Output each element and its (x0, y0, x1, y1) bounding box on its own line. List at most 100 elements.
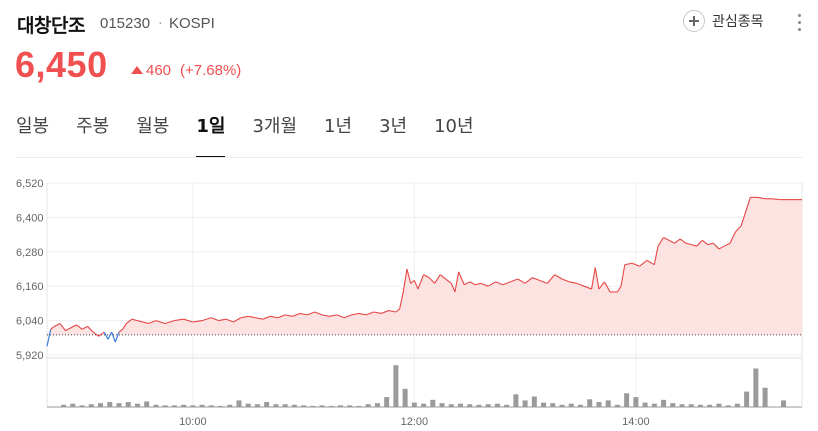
price-line-segment (98, 331, 105, 337)
tab-weekly[interactable]: 주봉 (76, 116, 110, 137)
price-line-segment (445, 278, 452, 284)
volume-bar (365, 404, 371, 407)
volume-bar (171, 405, 177, 407)
price-line-segment (402, 268, 408, 293)
price-line-segment (380, 310, 389, 314)
triangle-up-icon (131, 66, 143, 74)
tab-1-day[interactable]: 1일 (196, 112, 226, 158)
volume-bar (236, 400, 242, 407)
volume-bar (541, 402, 547, 407)
price-line-segment (487, 281, 496, 287)
price-line-segment (454, 271, 460, 293)
tab-10-years[interactable]: 10년 (434, 116, 474, 137)
volume-bar (504, 404, 510, 407)
price-line-segment (299, 312, 308, 316)
volume-bar (181, 404, 187, 407)
volume-bar (421, 403, 427, 407)
x-tick-label: 10:00 (179, 416, 207, 428)
volume-bar (310, 405, 316, 407)
price-line-segment (225, 318, 234, 323)
price-line-segment (423, 274, 430, 279)
tab-daily[interactable]: 일봉 (16, 116, 50, 137)
volume-bar (374, 403, 380, 407)
price-line-segment (657, 237, 665, 247)
intraday-chart[interactable]: 6,520 6,400 6,280 6,160 6,040 5,920 10:00 12:00… (0, 165, 818, 431)
price-line-segment (639, 259, 648, 267)
price-line-segment (668, 239, 675, 244)
tab-3-years[interactable]: 3년 (379, 116, 408, 137)
volume-bar (587, 399, 593, 407)
price-line-segment (277, 314, 286, 319)
price-line-segment (417, 274, 425, 290)
price-line-segment (469, 281, 476, 286)
price-line-segment (314, 311, 323, 316)
price-line-segment (539, 279, 548, 284)
plus-icon (683, 10, 705, 32)
price-line-segment (336, 314, 345, 319)
price-line-segment (532, 277, 541, 281)
volume-bar (125, 402, 131, 407)
volume-bar (430, 399, 436, 407)
price-line-segment (663, 236, 670, 241)
price-line-segment (192, 320, 203, 323)
volume-bar (227, 404, 233, 407)
price-line-segment (233, 317, 242, 323)
price-line-segment (517, 278, 526, 284)
volume-bar (116, 403, 122, 407)
volume-bar (199, 404, 205, 407)
volume-bar (402, 388, 408, 407)
tab-1-year[interactable]: 1년 (324, 116, 353, 137)
volume-bar (744, 391, 750, 407)
volume-bar (568, 403, 574, 407)
volume-bar (144, 401, 150, 407)
price-row: 6,450 460 (+7.68%) (15, 44, 515, 88)
price-line-segment (594, 267, 600, 290)
price-line-segment (696, 239, 703, 247)
volume-bar (697, 404, 703, 407)
volume-bar (633, 397, 639, 407)
price-line-segment (255, 317, 264, 320)
volume-bar (679, 404, 685, 407)
price-line-segment (604, 281, 611, 293)
y-tick-label: 6,280 (16, 247, 44, 259)
volume-bar (531, 396, 537, 407)
price-line-segment (707, 242, 714, 246)
add-favorite-button[interactable]: 관심종목 (683, 10, 764, 32)
price-line-segment (118, 328, 124, 333)
tab-monthly[interactable]: 월봉 (136, 116, 170, 137)
price-line-segment (46, 329, 52, 347)
tab-3-months[interactable]: 3개월 (252, 116, 298, 137)
price-line-segment (685, 242, 692, 246)
more-vertical-icon[interactable] (795, 14, 803, 34)
volume-bar (61, 404, 67, 407)
price-line-segment (406, 268, 412, 284)
price-line-segment (103, 331, 109, 340)
price-line-segment (131, 318, 138, 322)
volume-bar (476, 404, 482, 407)
volume-bar (725, 405, 731, 407)
price-line-segment (307, 311, 315, 316)
price-line-segment (561, 278, 570, 283)
price-line-segment (735, 225, 742, 233)
tab-divider (16, 157, 803, 158)
volume-bar (384, 397, 390, 407)
price-area (47, 197, 802, 335)
volume-bar (282, 404, 288, 407)
price-line-segment (240, 315, 249, 319)
price-line-segment (399, 291, 404, 310)
price-line-segment (329, 314, 337, 317)
market-label: KOSPI (169, 15, 215, 32)
price-line-segment (122, 323, 127, 330)
period-tabs: 일봉 주봉 월봉 1일 3개월 1년 3년 10년 (16, 112, 501, 158)
price-line-segment (744, 197, 751, 215)
price-line-segment (439, 274, 447, 280)
price-line-segment (576, 282, 585, 287)
volume-bar (457, 403, 463, 407)
volume-bar (291, 404, 297, 407)
price-line-segment (458, 271, 465, 285)
price-line-segment (434, 274, 441, 284)
volume-bar (347, 405, 353, 407)
volume-bar (134, 403, 140, 407)
price-line-segment (87, 325, 94, 333)
current-price: 6,450 (15, 44, 108, 85)
